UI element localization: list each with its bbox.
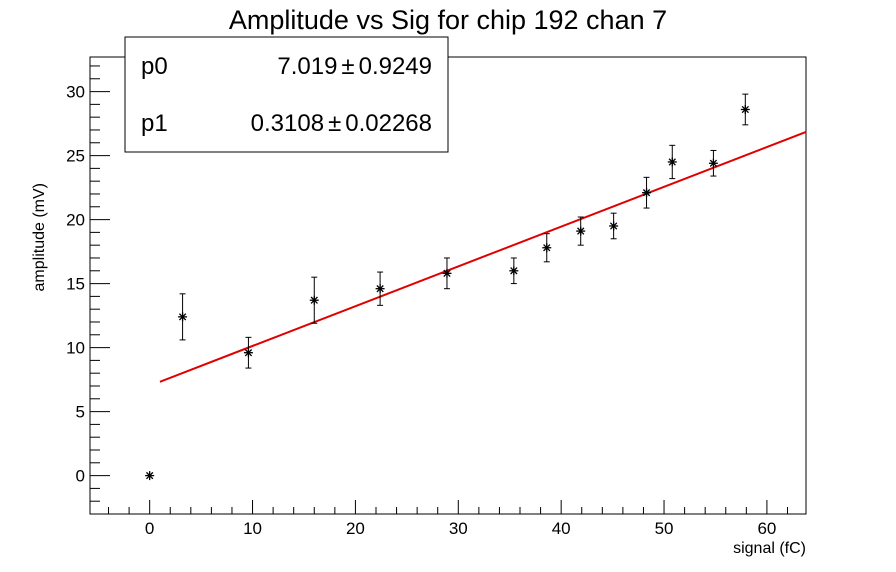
y-tick-label: 15 xyxy=(66,275,85,294)
data-point xyxy=(708,149,718,177)
x-tick-label: 50 xyxy=(655,519,674,538)
x-tick-label: 30 xyxy=(449,519,468,538)
data-point xyxy=(309,276,319,324)
stat-p1-name: p1 xyxy=(141,110,168,137)
data-point xyxy=(442,257,452,290)
fit-line-layer xyxy=(159,130,807,383)
x-tick-label: 0 xyxy=(145,519,154,538)
y-axis-ticks xyxy=(90,65,110,515)
data-point xyxy=(609,212,619,240)
stat-p0-value: 7.019 ±0.9249 xyxy=(277,53,432,80)
y-axis-tick-labels: 0 5 10 15 20 25 30 xyxy=(66,83,85,486)
y-tick-label: 5 xyxy=(76,403,85,422)
data-points-layer xyxy=(145,93,750,481)
y-tick-label: 0 xyxy=(76,467,85,486)
data-point xyxy=(740,93,750,126)
fit-line xyxy=(159,130,807,383)
data-point xyxy=(375,271,385,306)
y-tick-label: 30 xyxy=(66,83,85,102)
data-point xyxy=(178,293,188,341)
y-tick-label: 20 xyxy=(66,211,85,230)
y-axis-title: amplitude (mV) xyxy=(31,183,48,291)
x-tick-label: 60 xyxy=(757,519,776,538)
x-tick-label: 20 xyxy=(346,519,365,538)
chart-title: Amplitude vs Sig for chip 192 chan 7 xyxy=(229,5,667,35)
data-point xyxy=(509,257,519,285)
x-tick-label: 40 xyxy=(552,519,571,538)
x-axis-title: signal (fC) xyxy=(733,540,806,557)
fit-stats-box: p0 7.019 ±0.9249 p1 0.3108 ±0.02268 xyxy=(124,36,449,153)
data-point xyxy=(542,233,552,263)
stat-p0-name: p0 xyxy=(141,53,168,80)
stat-p1-value: 0.3108 ±0.02268 xyxy=(251,110,432,137)
data-point xyxy=(145,471,155,481)
stats-box-frame xyxy=(124,36,449,153)
data-point xyxy=(642,176,652,209)
x-tick-label: 10 xyxy=(243,519,262,538)
y-tick-label: 10 xyxy=(66,339,85,358)
x-axis-tick-labels: 0 10 20 30 40 50 60 xyxy=(145,519,776,538)
x-axis-ticks xyxy=(108,500,788,514)
data-point xyxy=(667,144,677,180)
data-point xyxy=(243,336,253,369)
y-tick-label: 25 xyxy=(66,147,85,166)
data-point xyxy=(576,216,586,246)
